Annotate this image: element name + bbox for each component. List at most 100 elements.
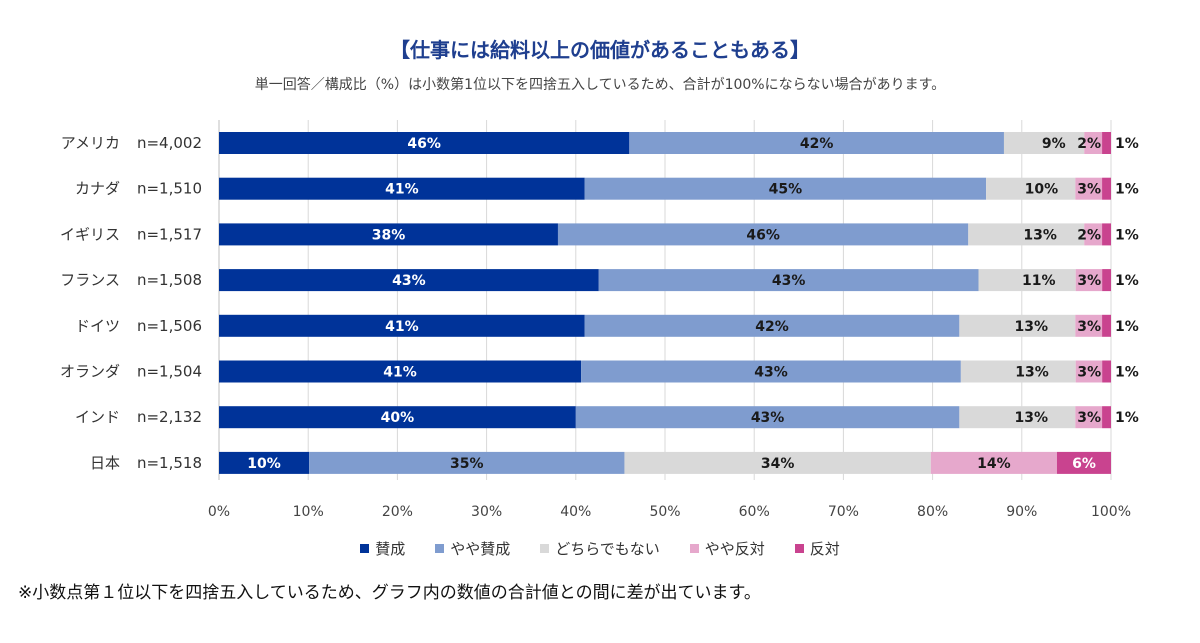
data-label: 35% [450, 456, 484, 472]
bar-segment [219, 223, 558, 246]
footnote: ※小数点第１位以下を四捨五入しているため、グラフ内の数値の合計値との間に差が出て… [18, 583, 761, 603]
data-label: 45% [769, 182, 803, 198]
x-tick-label: 100% [1091, 504, 1131, 520]
data-label: 13% [1014, 319, 1048, 335]
bar-segment [219, 360, 582, 383]
bar-segment [629, 132, 1004, 154]
legend-swatch [360, 544, 370, 553]
data-label: 10% [1025, 182, 1059, 198]
bar-segment [978, 269, 1076, 292]
sample-size-label: n=1,510 [137, 180, 202, 198]
data-label: 46% [746, 227, 780, 243]
chart-title: 【仕事には給料以上の価値があることもある】 [390, 38, 810, 62]
legend-item: やや反対 [689, 538, 765, 559]
bar-segment [1102, 314, 1111, 337]
bar-segment [1075, 360, 1103, 383]
data-label: 34% [761, 456, 795, 472]
legend-item: 反対 [794, 538, 840, 559]
bar-segment [1102, 223, 1111, 246]
data-label: 46% [407, 136, 441, 152]
sample-size-label: n=1,506 [137, 317, 202, 335]
bar-segment [624, 451, 931, 474]
bar-segment [1102, 132, 1111, 154]
bar-segment [575, 406, 960, 429]
sample-size-label: n=4,002 [137, 134, 202, 152]
category-label: 日本 [90, 454, 120, 472]
category-label: フランス [60, 271, 120, 289]
bar-segment [309, 451, 625, 474]
category-label: ドイツ [75, 317, 120, 335]
data-label: 3% [1077, 365, 1101, 381]
legend-label: 反対 [809, 540, 840, 558]
data-label: 43% [754, 365, 788, 381]
x-tick-label: 90% [1006, 504, 1037, 520]
bar-segment [219, 269, 599, 292]
data-label: 9% [1042, 136, 1066, 152]
data-label: 43% [392, 273, 426, 289]
data-label: 1% [1115, 319, 1139, 335]
bar-segment [986, 177, 1076, 200]
data-label: 2% [1077, 136, 1101, 152]
data-label: 38% [372, 227, 406, 243]
bar-segment [219, 406, 576, 429]
bar-segment [584, 314, 960, 337]
bar-segment [1084, 132, 1103, 154]
x-tick-label: 70% [828, 504, 859, 520]
chart-legend: 賛成 やや賛成 どちらでもない やや反対 反対 [0, 538, 1200, 559]
data-label: 6% [1072, 456, 1096, 472]
legend-swatch [794, 544, 804, 553]
legend-label: やや反対 [704, 540, 765, 558]
data-label: 3% [1077, 319, 1101, 335]
data-label: 2% [1077, 227, 1101, 243]
data-label: 13% [1015, 365, 1049, 381]
data-label: 41% [383, 365, 417, 381]
legend-swatch [689, 544, 699, 553]
category-label: カナダ [75, 180, 120, 198]
x-tick-label: 40% [560, 504, 591, 520]
legend-item: やや賛成 [435, 538, 510, 559]
bar-segment [1102, 177, 1111, 200]
x-tick-label: 0% [208, 504, 230, 520]
bar-segment [959, 406, 1076, 429]
x-tick-label: 80% [917, 504, 948, 520]
data-label: 43% [772, 273, 806, 289]
data-label: 3% [1077, 273, 1101, 289]
x-tick-label: 20% [382, 504, 413, 520]
bar-segment [219, 177, 585, 200]
bar-segment [557, 223, 969, 246]
bar-segment [584, 177, 987, 200]
bar-segment [598, 269, 979, 292]
category-label: アメリカ [61, 134, 120, 152]
data-label: 13% [1023, 227, 1057, 243]
category-label: イギリス [60, 225, 120, 243]
category-label: オランダ [60, 363, 120, 381]
bar-segment [930, 451, 1057, 474]
sample-size-label: n=1,518 [137, 454, 202, 472]
bar-segment [1075, 314, 1103, 337]
data-label: 41% [385, 319, 419, 335]
sample-size-label: n=1,517 [137, 225, 202, 243]
legend-label: どちらでもない [555, 540, 660, 558]
data-label: 41% [385, 182, 419, 198]
data-label: 10% [247, 456, 281, 472]
bar-segment [1102, 269, 1111, 292]
data-label: 1% [1115, 227, 1139, 243]
data-label: 14% [977, 456, 1011, 472]
bar-segment [959, 314, 1076, 337]
legend-swatch [540, 544, 550, 553]
data-label: 3% [1077, 182, 1101, 198]
bar-segment [1003, 132, 1085, 154]
bar-segment [1102, 406, 1111, 429]
data-label: 3% [1077, 410, 1101, 426]
sample-size-label: n=1,508 [137, 271, 202, 289]
data-label: 1% [1115, 182, 1139, 198]
chart-subtitle: 単一回答／構成比（%）は小数第1位以下を四捨五入しているため、合計が100%にな… [254, 77, 946, 93]
bar-segment [1084, 223, 1103, 246]
sample-size-label: n=1,504 [137, 363, 202, 381]
bar-segment [1075, 406, 1103, 429]
legend-item: どちらでもない [540, 538, 660, 559]
legend-label: やや賛成 [450, 540, 511, 558]
data-label: 43% [751, 410, 785, 426]
x-tick-label: 10% [293, 504, 324, 520]
bar-segment [1102, 360, 1111, 383]
